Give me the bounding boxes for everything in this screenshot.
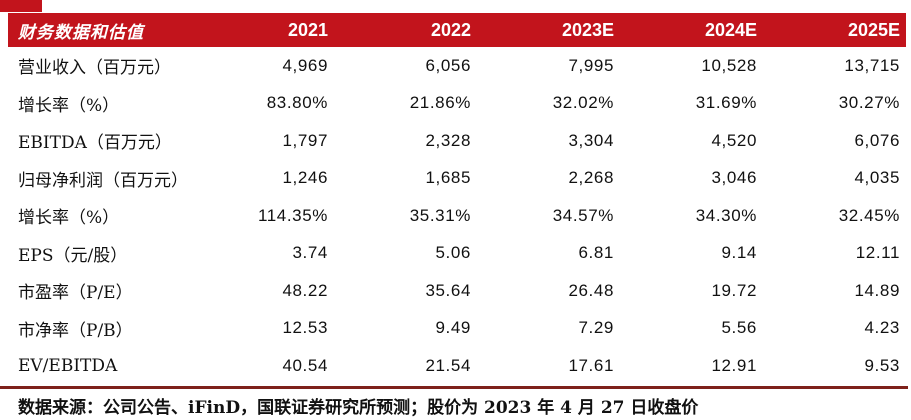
cell-value: 83.80% bbox=[266, 93, 328, 113]
column-header-2022: 2022 bbox=[430, 19, 471, 40]
cell-value: 9.53 bbox=[864, 355, 900, 375]
cell-value: 19.72 bbox=[711, 280, 757, 300]
table-row-ev-ebitda: EV/EBITDA 40.54 21.54 17.61 12.91 9.53 bbox=[8, 347, 906, 385]
table-row-pb: 市净率（P/B） 12.53 9.49 7.29 5.56 4.23 bbox=[8, 310, 906, 348]
row-label: EBITDA（百万元） bbox=[18, 133, 172, 154]
cell-value: 1,685 bbox=[425, 168, 471, 188]
column-header-2021: 2021 bbox=[287, 19, 328, 40]
table-header-row: 财务数据和估值 2021 2022 2023E 2024E 2025E bbox=[8, 13, 906, 47]
cell-value: 3,046 bbox=[711, 168, 757, 188]
cell-value: 31.69% bbox=[695, 93, 757, 113]
cell-value: 1,246 bbox=[282, 168, 328, 188]
cell-value: 7,995 bbox=[568, 55, 614, 75]
row-label: 市净率（P/B） bbox=[18, 320, 133, 341]
cell-value: 1,797 bbox=[282, 130, 328, 150]
cell-value: 4,035 bbox=[854, 168, 900, 188]
cell-value: 7.29 bbox=[578, 318, 614, 338]
cell-value: 32.02% bbox=[552, 93, 614, 113]
cell-value: 2,328 bbox=[425, 130, 471, 150]
cell-value: 35.31% bbox=[409, 205, 471, 225]
row-label: 营业收入（百万元） bbox=[18, 58, 171, 79]
cell-value: 21.86% bbox=[409, 93, 471, 113]
table-body: 营业收入（百万元） 4,969 6,056 7,995 10,528 13,71… bbox=[8, 47, 906, 385]
row-label: 市盈率（P/E） bbox=[18, 283, 133, 304]
cell-value: 10,528 bbox=[701, 55, 757, 75]
cell-value: 5.56 bbox=[721, 318, 757, 338]
cell-value: 3,304 bbox=[568, 130, 614, 150]
cell-value: 17.61 bbox=[568, 355, 614, 375]
cell-value: 14.89 bbox=[854, 280, 900, 300]
cell-value: 114.35% bbox=[257, 205, 328, 225]
cell-value: 34.30% bbox=[695, 205, 757, 225]
table-row-net-profit: 归母净利润（百万元） 1,246 1,685 2,268 3,046 4,035 bbox=[8, 160, 906, 198]
cell-value: 40.54 bbox=[282, 355, 328, 375]
table-row-revenue-growth: 增长率（%） 83.80% 21.86% 32.02% 31.69% 30.27… bbox=[8, 85, 906, 123]
table-row-net-profit-growth: 增长率（%） 114.35% 35.31% 34.57% 34.30% 32.4… bbox=[8, 197, 906, 235]
column-header-2023e: 2023E bbox=[561, 19, 614, 40]
cell-value: 9.49 bbox=[435, 318, 471, 338]
table-row-pe: 市盈率（P/E） 48.22 35.64 26.48 19.72 14.89 bbox=[8, 272, 906, 310]
cell-value: 6,076 bbox=[854, 130, 900, 150]
cell-value: 4.23 bbox=[864, 318, 900, 338]
cell-value: 5.06 bbox=[435, 243, 471, 263]
cell-value: 6.81 bbox=[578, 243, 614, 263]
row-label: 增长率（%） bbox=[18, 95, 120, 116]
row-label: EV/EBITDA bbox=[18, 355, 118, 376]
table-row-revenue: 营业收入（百万元） 4,969 6,056 7,995 10,528 13,71… bbox=[8, 47, 906, 85]
cell-value: 34.57% bbox=[552, 205, 614, 225]
cell-value: 2,268 bbox=[568, 168, 614, 188]
cell-value: 26.48 bbox=[568, 280, 614, 300]
row-label: 增长率（%） bbox=[18, 208, 120, 229]
cell-value: 12.11 bbox=[855, 243, 900, 263]
cell-value: 21.54 bbox=[425, 355, 471, 375]
row-label: EPS（元/股） bbox=[18, 245, 128, 266]
bottom-divider-line bbox=[0, 386, 908, 389]
table-title: 财务数据和估值 bbox=[18, 22, 144, 43]
cell-value: 6,056 bbox=[425, 55, 471, 75]
cell-value: 9.14 bbox=[721, 243, 757, 263]
cell-value: 48.22 bbox=[282, 280, 328, 300]
column-header-2024e: 2024E bbox=[704, 19, 757, 40]
table-row-eps: EPS（元/股） 3.74 5.06 6.81 9.14 12.11 bbox=[8, 235, 906, 273]
corner-red-block bbox=[0, 0, 42, 12]
cell-value: 30.27% bbox=[838, 93, 900, 113]
cell-value: 12.53 bbox=[282, 318, 328, 338]
cell-value: 3.74 bbox=[292, 243, 328, 263]
cell-value: 4,969 bbox=[282, 55, 328, 75]
data-source-note: 数据来源：公司公告、iFinD，国联证券研究所预测；股价为 2023 年 4 月… bbox=[18, 398, 699, 418]
cell-value: 12.91 bbox=[711, 355, 757, 375]
cell-value: 13,715 bbox=[844, 55, 900, 75]
column-header-2025e: 2025E bbox=[847, 19, 900, 40]
cell-value: 4,520 bbox=[711, 130, 757, 150]
cell-value: 35.64 bbox=[425, 280, 471, 300]
row-label: 归母净利润（百万元） bbox=[18, 170, 188, 191]
table-row-ebitda: EBITDA（百万元） 1,797 2,328 3,304 4,520 6,07… bbox=[8, 122, 906, 160]
cell-value: 32.45% bbox=[838, 205, 900, 225]
